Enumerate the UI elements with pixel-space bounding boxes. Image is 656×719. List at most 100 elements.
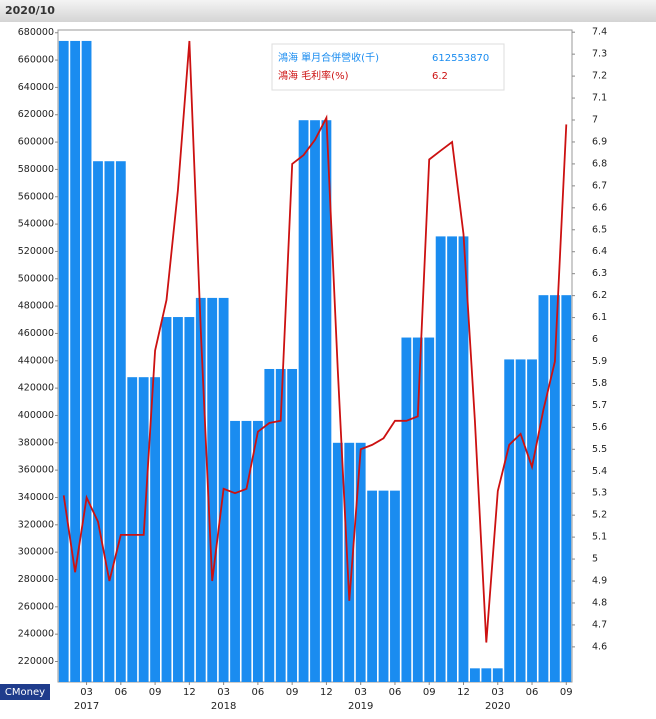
y-tick-label: 460000: [18, 328, 54, 339]
x-tick-label: 06: [526, 687, 539, 698]
y-tick-label: 680000: [18, 27, 54, 38]
y-tick-label: 420000: [18, 383, 54, 394]
y-tick-label: 560000: [18, 191, 54, 202]
x-tick-label: 03: [80, 687, 93, 698]
header-band: [0, 0, 656, 22]
bar: [252, 420, 263, 682]
bar: [561, 295, 572, 682]
bar: [58, 40, 69, 683]
legend-value: 612553870: [432, 53, 489, 64]
y2-tick-label: 6.4: [592, 246, 607, 257]
bar: [310, 120, 320, 682]
y-tick-label: 660000: [18, 55, 54, 66]
y-tick-label: 440000: [18, 355, 54, 366]
bar: [81, 40, 92, 683]
bar: [424, 337, 435, 682]
bar: [412, 337, 423, 682]
bar: [264, 368, 275, 682]
bar: [344, 442, 355, 682]
year-label: 2017: [74, 701, 99, 712]
bar: [332, 442, 343, 682]
y2-tick-label: 7: [592, 115, 598, 126]
source-box: [0, 684, 50, 700]
x-tick-label: 12: [183, 687, 196, 698]
bar: [150, 377, 160, 682]
x-tick-label: 09: [286, 687, 299, 698]
y2-tick-label: 5.6: [592, 422, 607, 433]
y-tick-label: 600000: [18, 137, 54, 148]
bar: [378, 490, 389, 682]
x-tick-label: 06: [252, 687, 265, 698]
y2-tick-label: 7.3: [592, 49, 607, 60]
bar: [127, 377, 138, 682]
bar: [515, 359, 526, 682]
bar: [184, 317, 195, 682]
y-tick-label: 620000: [18, 109, 54, 120]
bar: [504, 359, 515, 682]
y2-tick-label: 7.1: [592, 93, 607, 104]
x-tick-label: 03: [354, 687, 367, 698]
bar: [275, 368, 286, 682]
y-tick-label: 380000: [18, 437, 54, 448]
y-tick-label: 480000: [18, 301, 54, 312]
legend-value: 6.2: [432, 71, 448, 82]
bar: [161, 317, 172, 682]
y2-tick-label: 6.9: [592, 136, 607, 147]
x-tick-label: 12: [457, 687, 470, 698]
y2-tick-label: 6: [592, 334, 598, 345]
bar: [230, 420, 240, 682]
year-label: 2019: [348, 701, 373, 712]
y-tick-label: 240000: [18, 629, 54, 640]
y2-tick-label: 6.8: [592, 158, 607, 169]
y2-tick-label: 4.6: [592, 641, 607, 652]
bar: [538, 295, 549, 682]
x-tick-label: 03: [217, 687, 230, 698]
bar: [70, 40, 81, 683]
bar: [401, 337, 412, 682]
bar: [355, 442, 366, 682]
y2-tick-label: 5.4: [592, 466, 607, 477]
y2-tick-label: 6.5: [592, 224, 607, 235]
y-tick-label: 340000: [18, 492, 54, 503]
y2-tick-label: 5.3: [592, 488, 607, 499]
bar: [104, 161, 115, 683]
y2-tick-label: 4.8: [592, 597, 607, 608]
x-tick-label: 06: [114, 687, 127, 698]
bar: [93, 161, 103, 683]
bar: [287, 368, 298, 682]
year-label: 2018: [211, 701, 236, 712]
y-tick-label: 300000: [18, 547, 54, 558]
bar: [390, 490, 400, 682]
x-tick-label: 03: [491, 687, 504, 698]
y-tick-label: 520000: [18, 246, 54, 257]
y2-tick-label: 5.8: [592, 378, 607, 389]
x-tick-label: 09: [423, 687, 436, 698]
y-tick-label: 360000: [18, 465, 54, 476]
bar: [481, 668, 492, 682]
source: CMoney: [5, 687, 45, 698]
bar: [492, 668, 503, 682]
bar: [447, 236, 457, 682]
legend-label: 鴻海 單月合併營收(千): [278, 51, 379, 64]
y2-tick-label: 6.7: [592, 180, 607, 191]
x-tick-label: 09: [560, 687, 573, 698]
bar: [173, 317, 183, 682]
y2-tick-label: 6.1: [592, 312, 607, 323]
bar: [458, 236, 469, 682]
y2-tick-label: 6.2: [592, 290, 607, 301]
y-tick-label: 540000: [18, 219, 54, 230]
bar: [298, 120, 309, 682]
legend-box: [271, 43, 505, 91]
y2-tick-label: 6.6: [592, 202, 607, 213]
x-tick-label: 09: [149, 687, 162, 698]
y-tick-label: 500000: [18, 273, 54, 284]
y-tick-label: 580000: [18, 164, 54, 175]
bar: [207, 297, 218, 682]
x-tick-label: 06: [389, 687, 402, 698]
bar: [470, 668, 480, 682]
bar: [115, 161, 126, 683]
bar: [549, 295, 560, 682]
y2-tick-label: 6.3: [592, 268, 607, 279]
y-tick-label: 220000: [18, 656, 54, 667]
